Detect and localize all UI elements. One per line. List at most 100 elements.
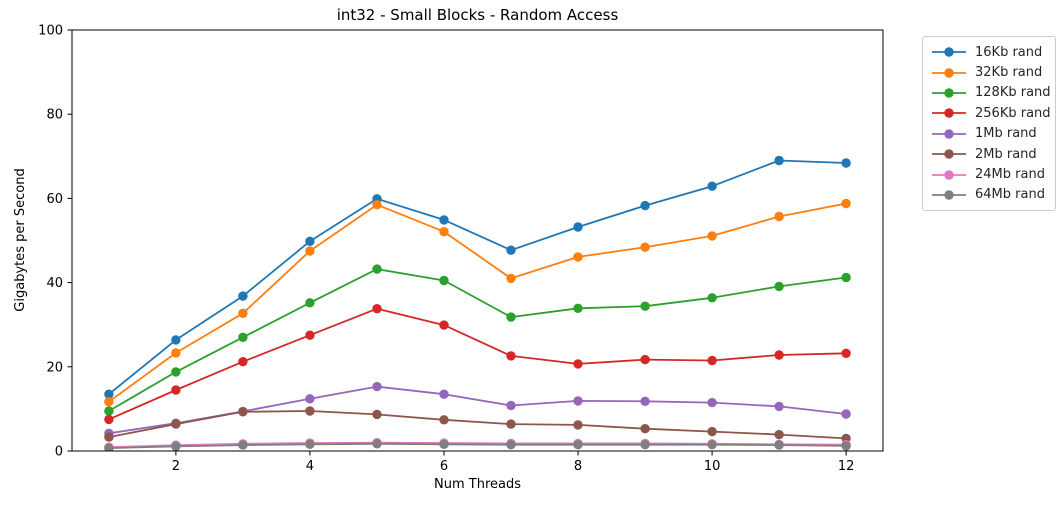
data-point	[640, 424, 650, 434]
data-point	[707, 426, 717, 437]
data-point	[305, 406, 315, 416]
data-point	[573, 359, 583, 369]
data-point	[573, 303, 583, 313]
data-point	[104, 414, 114, 425]
data-point	[104, 443, 114, 451]
x-axis-ticks: 2 4 6 8 10 12	[172, 451, 855, 474]
data-point	[841, 198, 851, 209]
series-128kb-rand	[104, 264, 851, 416]
data-point	[372, 264, 382, 274]
data-point	[104, 406, 114, 416]
data-point	[305, 236, 315, 246]
data-point	[238, 357, 248, 367]
data-point	[104, 432, 114, 442]
legend: 16Kb rand 32Kb rand 128Kb rand 256Kb rand 1M…	[922, 36, 1056, 212]
series-2mb-rand	[104, 406, 851, 444]
legend-marker-icon	[932, 47, 966, 57]
legend-marker-icon	[932, 129, 966, 139]
data-point	[774, 211, 784, 222]
data-point	[238, 440, 248, 450]
series-line	[108, 307, 847, 421]
data-point	[774, 155, 784, 166]
y-tick-label: 0	[55, 445, 63, 460]
data-point	[238, 308, 248, 318]
data-point	[372, 304, 382, 314]
data-point	[439, 439, 449, 449]
data-point	[305, 330, 315, 340]
legend-marker-icon	[932, 108, 966, 119]
data-point	[707, 397, 717, 408]
legend-label: 16Kb rand	[975, 44, 1043, 60]
legend-item-1mb-rand: 1Mb rand	[931, 124, 1048, 144]
data-point	[372, 409, 382, 420]
series-1mb-rand	[104, 381, 851, 438]
data-point	[707, 181, 717, 191]
x-tick-label: 2	[172, 459, 180, 474]
series-line	[108, 268, 847, 412]
axes-frame	[71, 29, 884, 452]
legend-label: 2Mb rand	[975, 146, 1037, 162]
data-point	[707, 355, 717, 366]
data-point	[506, 245, 516, 255]
legend-marker-icon	[932, 67, 966, 78]
data-point	[104, 397, 114, 407]
legend-item-128kb-rand: 128Kb rand	[931, 83, 1051, 103]
data-point	[439, 389, 449, 399]
series-group	[104, 155, 851, 451]
legend-label: 32Kb rand	[975, 65, 1043, 81]
data-point	[439, 320, 449, 330]
series-line	[108, 202, 847, 403]
data-point	[640, 354, 650, 365]
series-line	[108, 385, 847, 435]
data-point	[506, 351, 516, 361]
chart-title: int32 - Small Blocks - Random Access	[336, 6, 619, 24]
legend-item-16kb-rand: 16Kb rand	[931, 42, 1048, 62]
data-point	[439, 215, 449, 225]
data-point	[640, 301, 650, 311]
data-point	[774, 401, 784, 412]
data-point	[506, 312, 516, 322]
y-tick-label: 80	[46, 108, 63, 123]
data-point	[707, 231, 717, 241]
y-tick-label: 40	[46, 276, 63, 291]
legend-marker-icon	[932, 88, 966, 98]
legend-item-64mb-rand: 64Mb rand	[931, 185, 1048, 205]
legend-label: 1Mb rand	[975, 126, 1037, 142]
data-point	[372, 381, 382, 392]
y-tick-label: 20	[46, 360, 63, 375]
data-point	[707, 293, 717, 303]
data-point	[238, 291, 248, 301]
data-point	[841, 348, 851, 358]
x-axis-label: Num Threads	[434, 477, 521, 492]
legend-label: 24Mb rand	[975, 167, 1045, 183]
data-point	[104, 389, 114, 399]
data-point	[305, 394, 315, 404]
legend-label: 64Mb rand	[975, 187, 1045, 203]
data-point	[372, 439, 382, 449]
data-point	[439, 415, 449, 425]
data-point	[640, 200, 650, 211]
data-point	[238, 407, 248, 417]
data-point	[774, 281, 784, 292]
data-point	[707, 440, 717, 450]
series-line	[108, 442, 847, 449]
data-point	[506, 273, 516, 284]
data-point	[171, 419, 181, 429]
x-tick-label: 12	[838, 459, 855, 474]
data-point	[774, 429, 784, 440]
y-axis-label-text: Gigabytes per Second	[13, 168, 28, 312]
data-point	[640, 396, 650, 406]
legend-marker-icon	[932, 190, 966, 200]
data-point	[640, 440, 650, 450]
data-point	[506, 400, 516, 411]
data-point	[573, 222, 583, 232]
legend-item-256kb-rand: 256Kb rand	[931, 103, 1051, 123]
legend-marker-icon	[932, 169, 966, 180]
data-point	[506, 419, 516, 429]
data-point	[573, 252, 583, 262]
data-point	[171, 385, 181, 395]
data-point	[841, 409, 851, 419]
legend-item-32kb-rand: 32Kb rand	[931, 62, 1048, 82]
